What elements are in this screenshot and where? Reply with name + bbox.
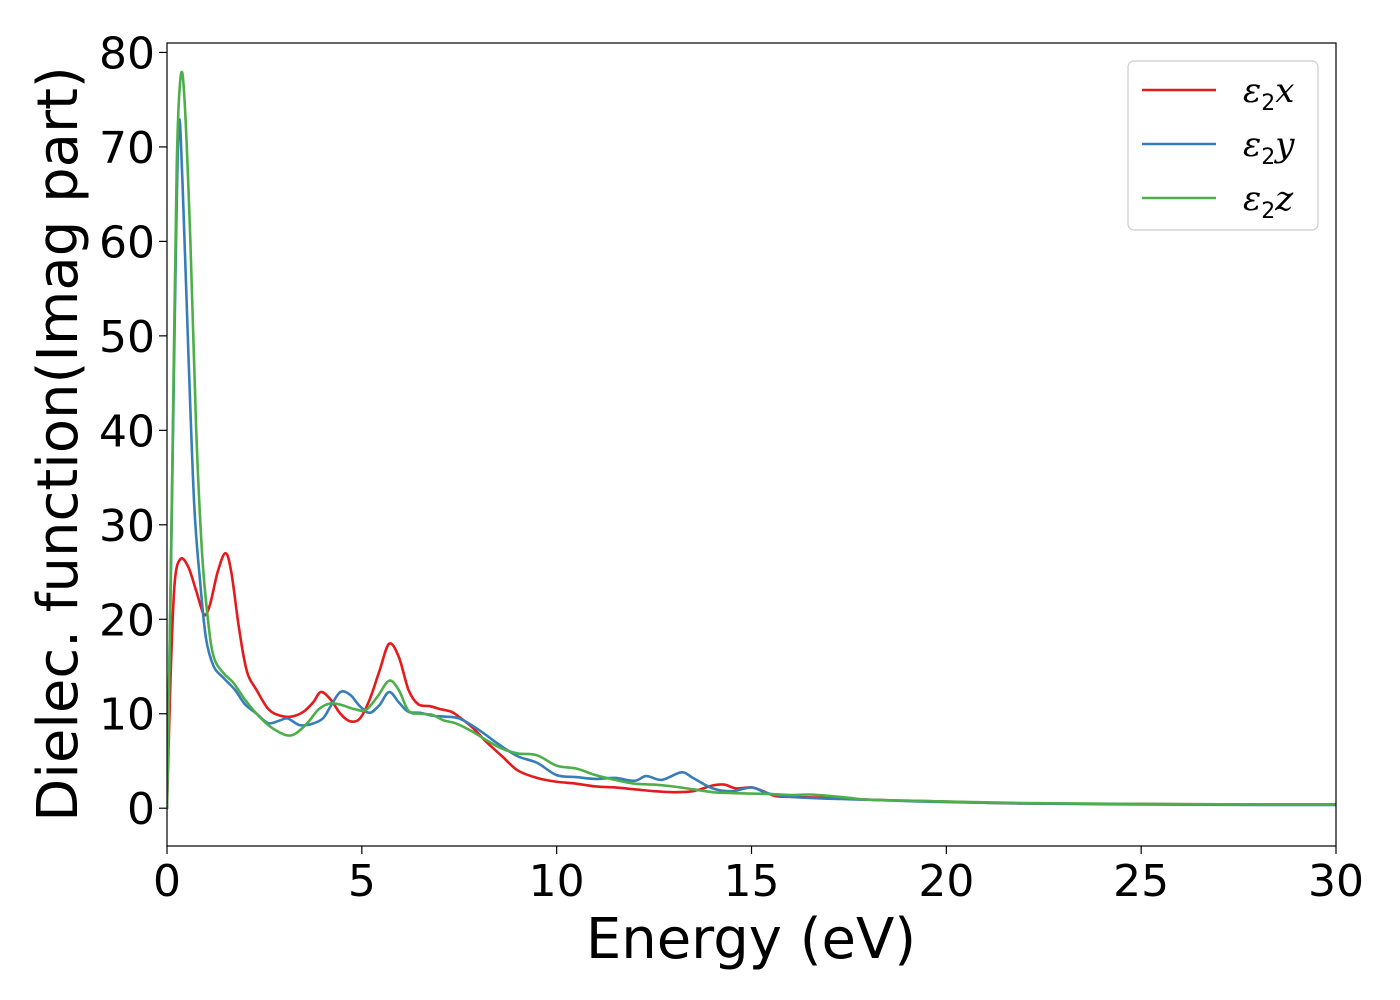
- x-tick-label: 10: [529, 856, 585, 907]
- series-layer: [167, 70, 1336, 810]
- legend-label-y: ε2y: [1243, 125, 1295, 170]
- y-tick-label: 10: [99, 690, 155, 741]
- x-tick-label: 20: [918, 856, 974, 907]
- y-tick-label: 30: [99, 501, 155, 552]
- series-line-z: [167, 70, 1336, 810]
- x-tick-label: 5: [348, 856, 376, 907]
- y-tick-label: 70: [99, 123, 155, 174]
- y-tick-label: 40: [99, 406, 155, 457]
- y-tick-label: 20: [99, 595, 155, 646]
- y-axis-label: Dielec. function(Imag part): [26, 66, 91, 822]
- legend: ε2x ε2y ε2z: [1127, 60, 1319, 231]
- y-axis: 0 10 20 30 40 50 60 70 80: [99, 28, 167, 835]
- x-axis-label: Energy (eV): [586, 907, 916, 972]
- y-tick-label: 80: [99, 28, 155, 79]
- x-tick-label: 15: [724, 856, 780, 907]
- y-tick-label: 60: [99, 217, 155, 268]
- legend-label-z: ε2z: [1243, 179, 1294, 224]
- legend-box: [1127, 60, 1319, 231]
- series-line-y: [167, 117, 1336, 810]
- x-tick-label: 30: [1308, 856, 1364, 907]
- x-axis: 0 5 10 15 20 25 30: [153, 846, 1364, 907]
- y-tick-label: 0: [127, 784, 155, 835]
- y-tick-label: 50: [99, 312, 155, 363]
- x-tick-label: 0: [153, 856, 181, 907]
- legend-label-x: ε2x: [1243, 71, 1294, 116]
- x-tick-label: 25: [1113, 856, 1169, 907]
